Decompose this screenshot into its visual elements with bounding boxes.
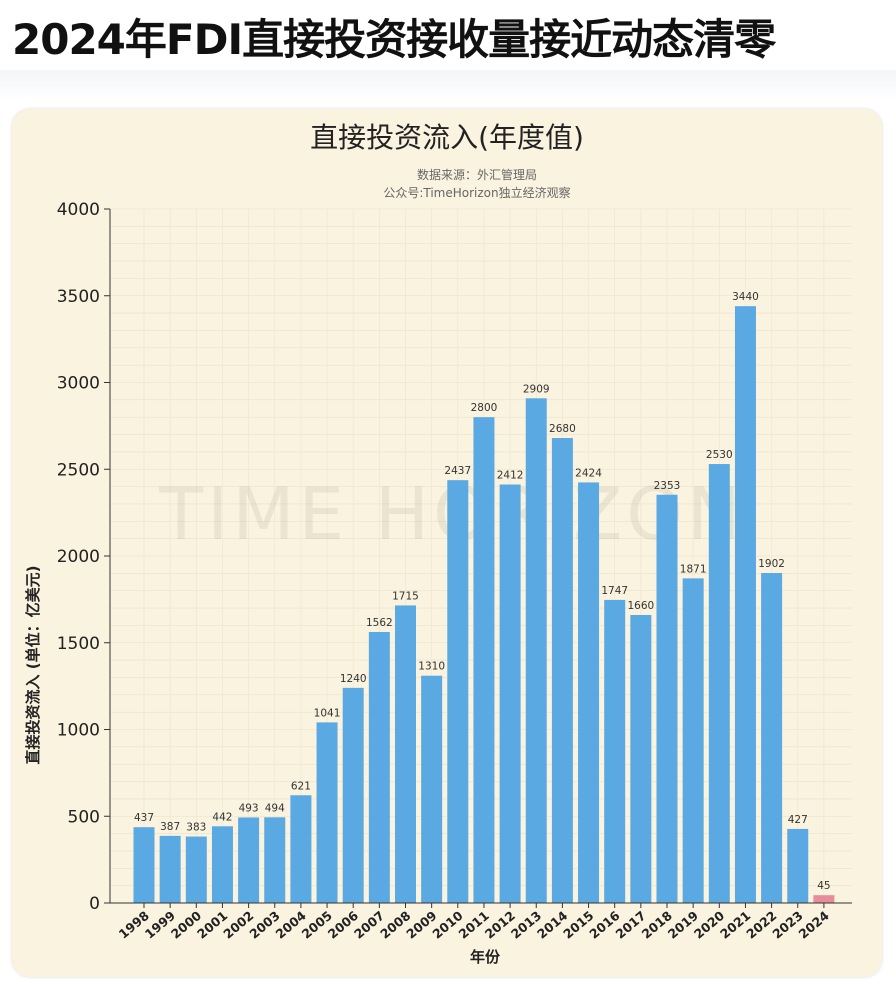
y-tick-label: 2000 bbox=[57, 547, 100, 567]
header-shadow bbox=[0, 70, 896, 100]
value-label-2005: 1041 bbox=[314, 707, 341, 719]
bar-2002 bbox=[238, 817, 260, 903]
y-tick-label: 2500 bbox=[57, 460, 100, 480]
value-label-2002: 493 bbox=[239, 802, 259, 814]
value-label-2015: 2424 bbox=[575, 467, 602, 479]
bar-2021 bbox=[734, 306, 756, 903]
value-label-2022: 1902 bbox=[758, 558, 785, 570]
bar-1998 bbox=[133, 827, 155, 903]
y-tick-label: 3500 bbox=[57, 287, 100, 307]
y-tick-label: 500 bbox=[68, 807, 100, 827]
y-tick-label: 3000 bbox=[57, 374, 100, 394]
value-label-2023: 427 bbox=[788, 814, 808, 826]
value-label-2006: 1240 bbox=[340, 673, 367, 685]
y-axis-label: 直接投资流入 (单位：亿美元) bbox=[24, 566, 42, 765]
value-label-2021: 3440 bbox=[732, 291, 759, 303]
x-tick-label-2024: 2024 bbox=[796, 908, 833, 942]
value-label-2012: 2412 bbox=[497, 470, 524, 482]
value-label-2004: 621 bbox=[291, 780, 311, 792]
bar-2000 bbox=[185, 836, 207, 903]
bar-2005 bbox=[316, 722, 338, 903]
y-axis: 0 500 1000 1500 2000 2500 3000 3500 4000 bbox=[57, 200, 111, 914]
bar-1999 bbox=[159, 835, 181, 903]
chart-subtitle-account: 公众号:TimeHorizon独立经济观察 bbox=[383, 185, 570, 200]
value-label-2020: 2530 bbox=[706, 449, 733, 461]
bar-chart: TIME HORIZON 437387383442493494621104112… bbox=[24, 121, 852, 966]
y-tick-label: 1000 bbox=[57, 721, 100, 741]
x-axis-label: 年份 bbox=[470, 948, 501, 966]
value-label-2016: 1747 bbox=[601, 585, 628, 597]
value-label-1999: 387 bbox=[160, 821, 180, 833]
chart-card: TIME HORIZON 437387383442493494621104112… bbox=[12, 109, 882, 977]
chart-subtitle-source: 数据来源：外汇管理局 bbox=[417, 167, 537, 182]
bar-2013 bbox=[525, 398, 547, 903]
bar-2014 bbox=[551, 438, 573, 903]
value-label-2007: 1562 bbox=[366, 617, 393, 629]
bar-2006 bbox=[342, 687, 364, 903]
value-label-2014: 2680 bbox=[549, 423, 576, 435]
bar-2010 bbox=[447, 480, 469, 903]
bar-2022 bbox=[761, 573, 783, 903]
y-tick-label: 1500 bbox=[57, 634, 100, 654]
y-tick-label: 0 bbox=[89, 894, 100, 914]
value-label-2013: 2909 bbox=[523, 383, 550, 395]
value-label-1998: 437 bbox=[134, 812, 154, 824]
bar-2009 bbox=[421, 675, 443, 903]
bar-2008 bbox=[395, 605, 416, 903]
bar-2007 bbox=[368, 631, 390, 903]
chart-title: 直接投资流入(年度值) bbox=[310, 121, 584, 154]
bar-2018 bbox=[656, 494, 678, 903]
bar-2011 bbox=[473, 417, 495, 903]
value-label-2018: 2353 bbox=[654, 480, 681, 492]
value-label-2019: 1871 bbox=[680, 563, 707, 575]
value-label-2011: 2800 bbox=[471, 402, 498, 414]
bar-2012 bbox=[499, 484, 521, 903]
value-label-2003: 494 bbox=[265, 802, 285, 814]
bar-2015 bbox=[578, 482, 600, 903]
value-label-2017: 1660 bbox=[627, 600, 654, 612]
bars-layer bbox=[133, 306, 835, 903]
value-label-2008: 1715 bbox=[392, 590, 419, 602]
value-label-2024: 45 bbox=[817, 880, 830, 892]
bar-2017 bbox=[630, 614, 652, 903]
x-axis: 1998199920002001200220032004200520062007… bbox=[110, 902, 852, 942]
page-headline: 2024年FDI直接投资接收量接近动态清零 bbox=[12, 15, 776, 64]
bar-2016 bbox=[604, 599, 626, 903]
bar-2003 bbox=[264, 817, 286, 903]
bar-2023 bbox=[787, 828, 809, 903]
bar-2004 bbox=[290, 795, 312, 903]
bar-2001 bbox=[211, 826, 233, 903]
bar-2020 bbox=[708, 464, 730, 903]
value-label-2009: 1310 bbox=[418, 661, 445, 673]
value-label-2010: 2437 bbox=[444, 465, 471, 477]
bar-2019 bbox=[682, 578, 704, 903]
y-tick-label: 4000 bbox=[57, 200, 100, 220]
value-label-2001: 442 bbox=[212, 811, 232, 823]
value-labels-layer: 437 387 383 442 493 494 621 1041 1240 1562 1715 131… bbox=[134, 291, 831, 892]
value-label-2000: 383 bbox=[186, 822, 206, 834]
bar-2024 bbox=[813, 895, 835, 903]
